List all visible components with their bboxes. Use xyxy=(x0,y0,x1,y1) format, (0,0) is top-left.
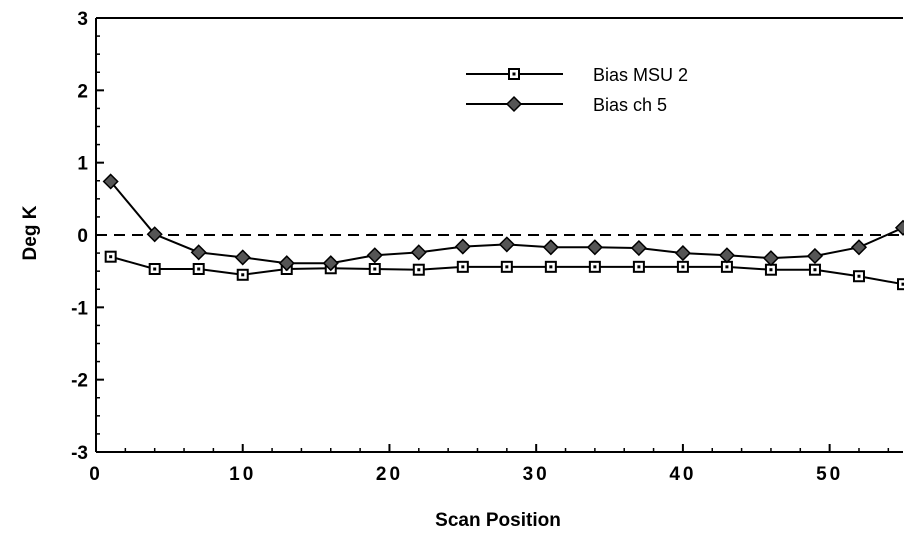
x-tick-label: 10 xyxy=(229,464,256,485)
series-1-point-center xyxy=(681,265,685,269)
y-axis-title: Deg K xyxy=(20,205,41,260)
series-1-point-center xyxy=(197,267,201,271)
chart-legend: Bias MSU 2 Bias ch 5 xyxy=(466,65,688,115)
series-1-point-center xyxy=(637,265,641,269)
y-tick-label: -3 xyxy=(71,443,88,464)
series-2-point xyxy=(454,238,471,255)
series-2-point xyxy=(630,239,647,257)
x-tick-label: 20 xyxy=(376,464,403,485)
x-tick-label: 30 xyxy=(523,464,550,485)
series-1-point xyxy=(897,278,904,291)
series-2-point xyxy=(146,226,163,243)
series-1-point-center xyxy=(461,265,465,269)
series-1-point-center xyxy=(109,255,113,259)
y-tick-label: 2 xyxy=(77,81,88,102)
series-2-point xyxy=(102,173,119,190)
y-tick-label: 0 xyxy=(77,226,88,247)
series-1-point-center xyxy=(769,268,773,272)
series-2-point xyxy=(718,247,735,264)
y-tick-label: -2 xyxy=(71,371,88,392)
series-2-point xyxy=(542,239,559,256)
series-1-point-center xyxy=(153,267,157,271)
y-tick-label: -1 xyxy=(71,298,88,319)
y-tick-label: 1 xyxy=(77,154,88,175)
series-1-point-center xyxy=(241,273,245,277)
series-1-point-center xyxy=(593,265,597,269)
series-1-point-center xyxy=(505,265,509,269)
series-1-point-center xyxy=(373,267,377,271)
series-2-point xyxy=(674,245,691,262)
series-1-point-center xyxy=(417,268,421,272)
series-2-point xyxy=(322,255,339,272)
series-1-point-center xyxy=(857,274,861,278)
legend-label-1: Bias MSU 2 xyxy=(593,65,688,85)
legend-marker-1-center xyxy=(512,72,516,76)
series-2-point xyxy=(498,236,515,253)
series-1-point-center xyxy=(813,268,817,272)
x-axis-title: Scan Position xyxy=(435,510,561,531)
series-2-point xyxy=(894,219,904,236)
series-1-point-center xyxy=(725,265,729,269)
x-tick-label: 50 xyxy=(816,464,843,485)
series-2-point xyxy=(410,244,427,261)
y-tick-label: 3 xyxy=(77,9,88,30)
series-2-point xyxy=(278,255,295,272)
chart-series xyxy=(102,173,904,291)
series-1-point-center xyxy=(901,282,904,286)
x-tick-label: 40 xyxy=(669,464,696,485)
series-2-point xyxy=(366,247,383,264)
series-2-point xyxy=(850,239,868,256)
series-2-point xyxy=(806,247,824,265)
series-1-point-center xyxy=(549,265,553,269)
series-2-point xyxy=(586,239,603,256)
x-tick-label: 0 xyxy=(89,464,103,485)
series-2-point xyxy=(234,249,251,266)
legend-label-2: Bias ch 5 xyxy=(593,95,667,115)
legend-marker-2 xyxy=(505,95,523,113)
series-2-point xyxy=(190,244,207,261)
series-2-point xyxy=(762,250,780,267)
